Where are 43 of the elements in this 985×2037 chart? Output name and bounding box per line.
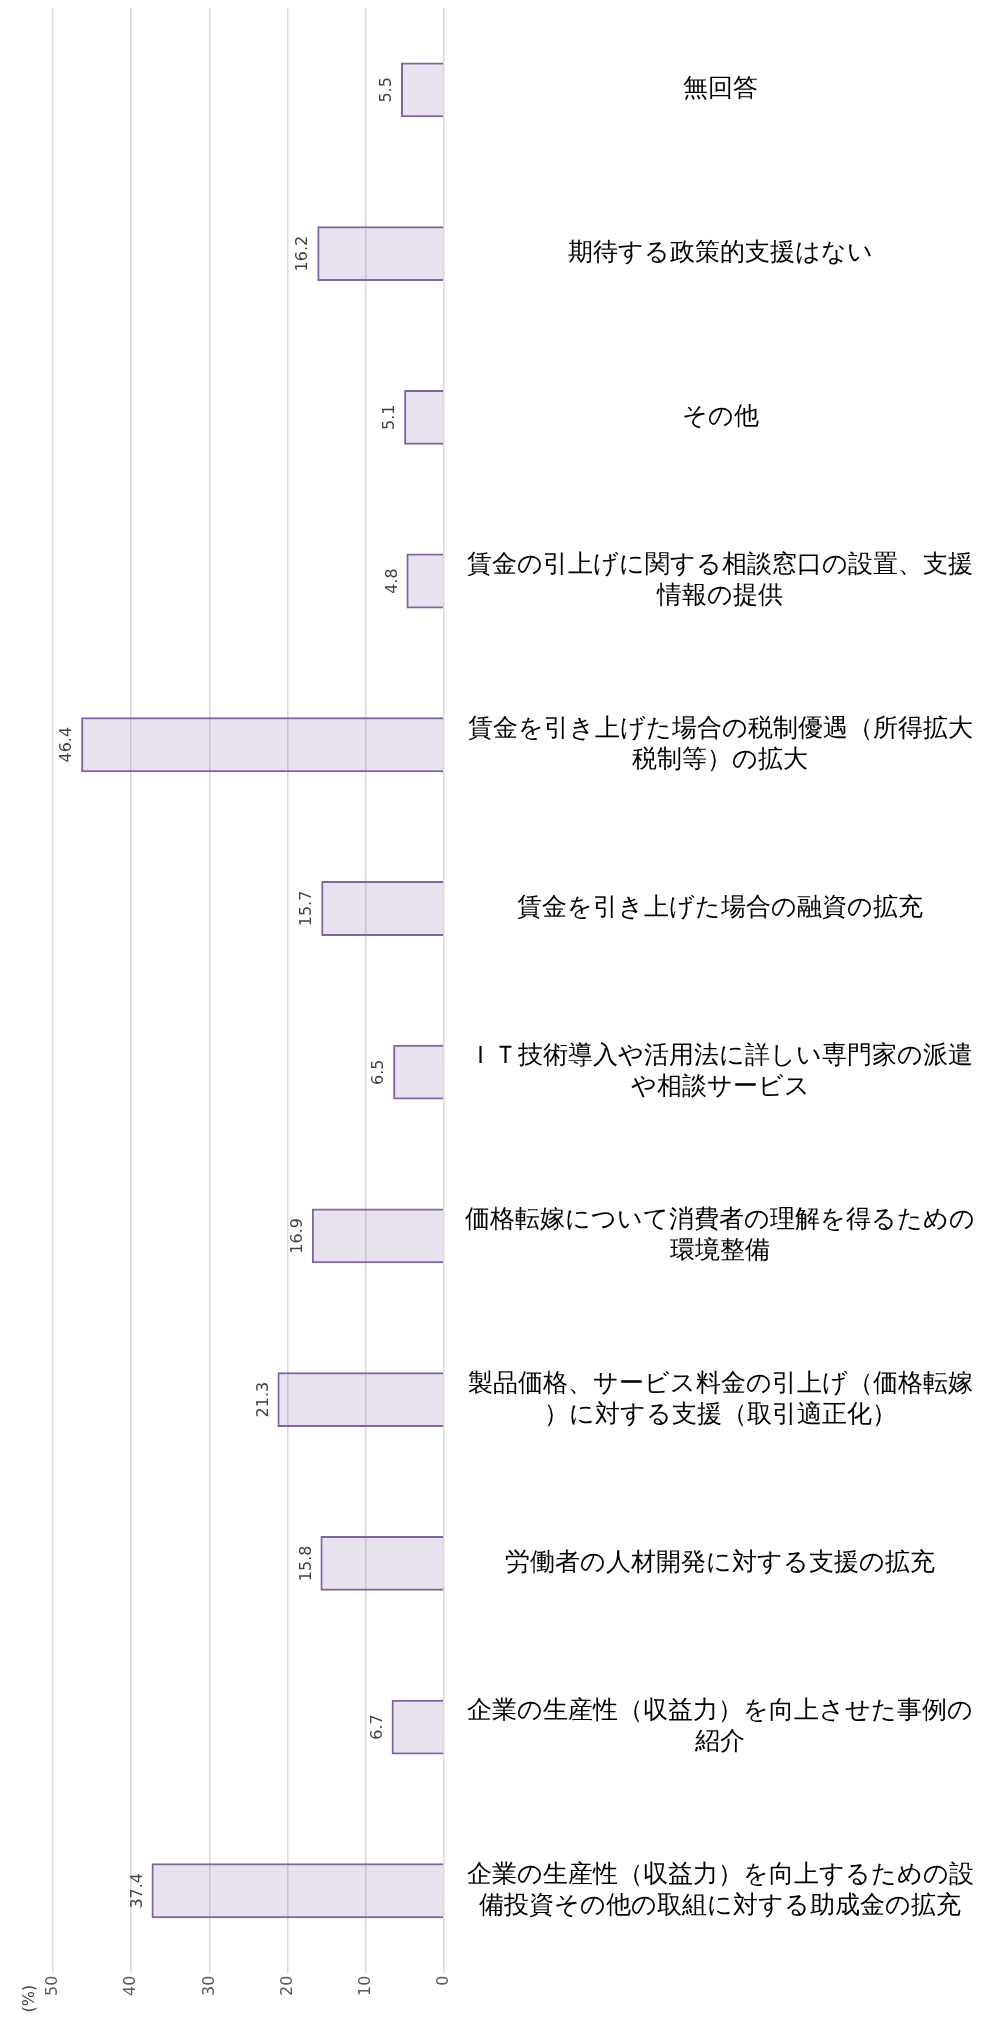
bar xyxy=(404,389,444,445)
bar xyxy=(406,553,444,609)
bar xyxy=(321,881,444,936)
x-tick-label: 40 xyxy=(120,1975,140,1996)
bar xyxy=(151,1863,444,1919)
bar xyxy=(391,1699,444,1755)
data-label: 16.2 xyxy=(292,235,312,272)
data-label: 6.5 xyxy=(368,1059,388,1085)
y-tick-label: 企業の生産性（収益力）を向上させた事例の紹介 xyxy=(467,1695,973,1756)
data-label: 5.1 xyxy=(379,404,399,431)
x-tick-label: 0 xyxy=(433,1975,453,1986)
x-tick-label: 20 xyxy=(276,1975,296,1996)
bar xyxy=(311,1208,444,1264)
data-label: 6.7 xyxy=(366,1714,386,1740)
x-tick-label: 10 xyxy=(354,1975,374,1996)
x-tick-label: 30 xyxy=(198,1975,218,1996)
data-label: 21.3 xyxy=(252,1381,272,1418)
bar xyxy=(317,226,444,281)
y-tick-label: その他 xyxy=(681,400,759,430)
data-label: 15.8 xyxy=(295,1545,315,1582)
data-label: 37.4 xyxy=(126,1872,146,1909)
data-label: 4.8 xyxy=(381,568,401,594)
y-tick-label: ＩＴ技術導入や活用法に詳しい専門家の派遣や相談サービス xyxy=(467,1040,973,1101)
y-tick-label: 賃金を引き上げた場合の税制優遇（所得拡大税制等）の拡大 xyxy=(467,712,973,773)
bar xyxy=(81,717,444,773)
bar xyxy=(400,62,444,118)
x-tick-label: 50 xyxy=(42,1975,62,1996)
text: (%) xyxy=(19,1984,39,2013)
y-tick-label: 無回答 xyxy=(682,73,758,103)
data-label: 16.9 xyxy=(287,1218,306,1254)
y-tick-label: 賃金を引き上げた場合の融資の拡充 xyxy=(517,891,923,921)
y-tick-label: 賃金の引上げに関する相談窓口の設置、支援情報の提供 xyxy=(467,549,973,610)
bar xyxy=(277,1372,444,1428)
y-tick-label: 価格転嫁について消費者の理解を得るための環境整備 xyxy=(465,1203,975,1264)
data-label: 5.5 xyxy=(376,77,396,103)
y-tick-label: 期待する政策的支援はない xyxy=(567,237,873,267)
data-label: 46.4 xyxy=(56,726,76,763)
y-tick-label: 製品価格、サービス料金の引上げ（価格転嫁）に対する支援（取引適正化） xyxy=(467,1367,973,1428)
data-label: 15.7 xyxy=(296,890,316,927)
bar xyxy=(393,1044,444,1100)
y-tick-label: 労働者の人材開発に対する支援の拡充 xyxy=(505,1546,935,1576)
bar xyxy=(320,1535,444,1591)
y-tick-label: 企業の生産性（収益力）を向上するための設備投資その他の取組に対する助成金の拡充 xyxy=(466,1858,974,1919)
